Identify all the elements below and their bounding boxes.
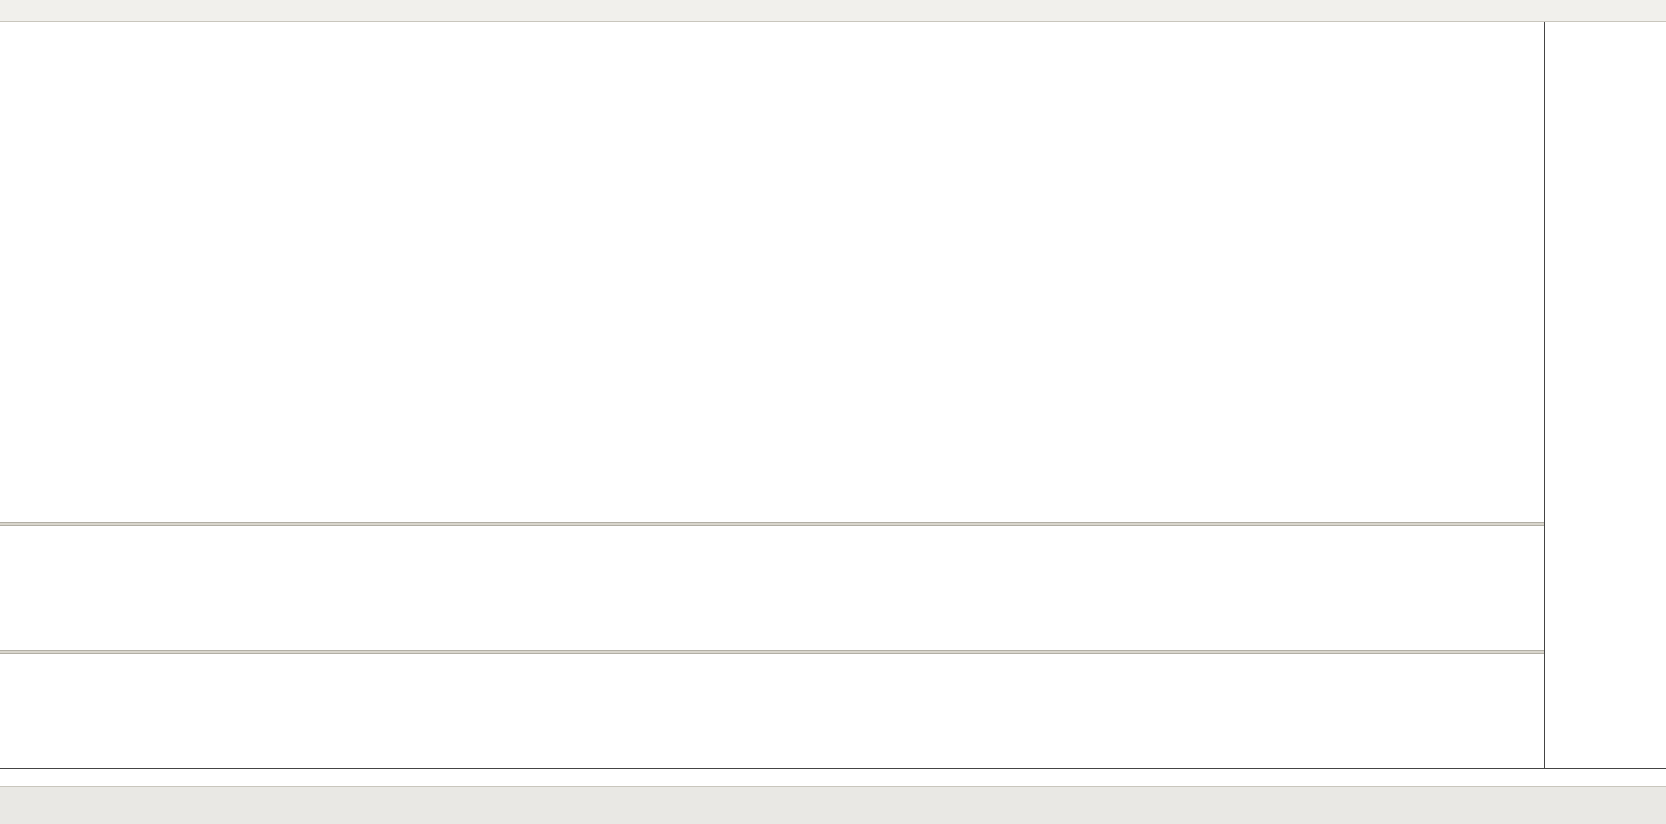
time-axis[interactable] bbox=[0, 768, 1666, 786]
macd-panel[interactable] bbox=[0, 526, 1544, 650]
rsi-canvas[interactable] bbox=[0, 654, 1544, 768]
rsi-panel[interactable] bbox=[0, 654, 1544, 768]
price-chart-panel[interactable] bbox=[0, 22, 1544, 522]
macd-canvas[interactable] bbox=[0, 526, 1544, 650]
panel-splitter[interactable] bbox=[0, 650, 1666, 654]
bottom-strip bbox=[0, 786, 1666, 824]
panel-splitter[interactable] bbox=[0, 522, 1666, 526]
price-chart-canvas[interactable] bbox=[0, 22, 1544, 522]
price-axis[interactable] bbox=[1544, 22, 1666, 768]
toolbar bbox=[0, 0, 1666, 22]
